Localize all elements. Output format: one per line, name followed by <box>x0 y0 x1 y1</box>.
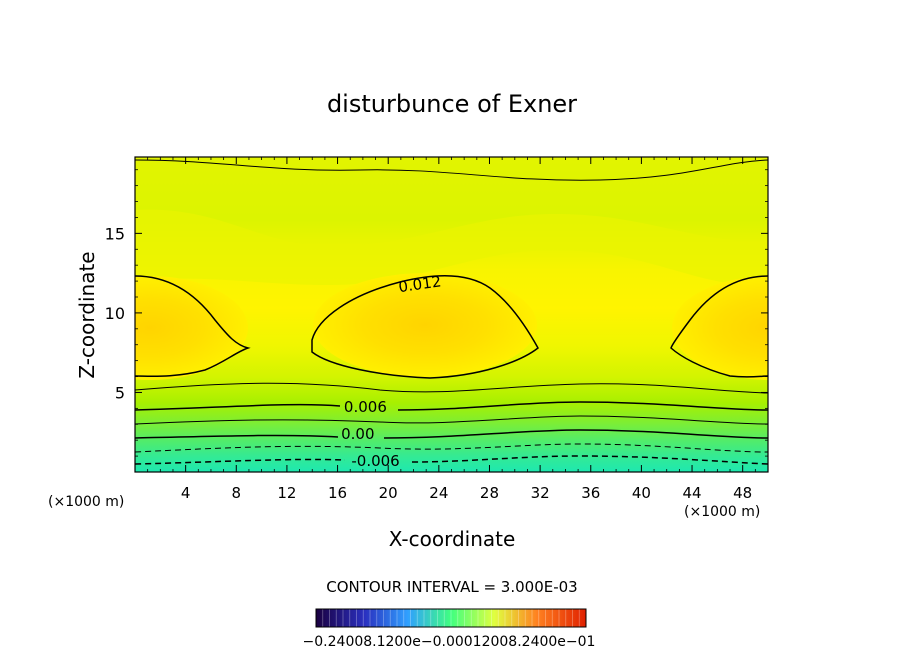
y-axis-label: Z-coordinate <box>75 251 99 378</box>
x-tick-label: 44 <box>682 484 701 502</box>
upper-band <box>135 209 768 286</box>
contour-mid1 <box>135 382 768 394</box>
blob-right <box>672 276 768 380</box>
x-unit-left: (×1000 m) <box>48 494 124 510</box>
contour-label-layer: 0.012 0.006 0.00 -0.006 <box>341 272 442 469</box>
x-tick-label: 16 <box>328 484 347 502</box>
x-axis: 4 8 12 16 20 24 28 32 36 40 44 48 <box>147 157 756 502</box>
contour-000 <box>135 429 768 439</box>
x-axis-label: X-coordinate <box>389 527 516 551</box>
contour-label: 0.012 <box>397 272 442 296</box>
x-tick-label: 40 <box>632 484 651 502</box>
x-unit-right: (×1000 m) <box>684 504 760 520</box>
x-tick-label: 24 <box>429 484 448 502</box>
contour-0012-right <box>670 275 768 378</box>
contour-lines <box>135 159 768 465</box>
contour-label: 0.006 <box>344 398 387 416</box>
contour-mid2 <box>135 415 768 425</box>
contour-neg0003 <box>135 443 768 453</box>
y-tick-label: 15 <box>105 224 125 243</box>
blob-center <box>313 273 537 377</box>
colorbar-tick-labels: −0.24008.1200e−0.00012008.2400e−01 <box>303 634 596 650</box>
x-tick-label: 48 <box>733 484 752 502</box>
x-tick-label: 32 <box>531 484 550 502</box>
colorbar-fill <box>316 609 586 627</box>
blob-left <box>135 276 248 380</box>
chart-title: disturbunce of Exner <box>327 90 577 118</box>
contour-neg0006 <box>135 455 768 465</box>
x-tick-label: 36 <box>581 484 600 502</box>
colorbar: −0.24008.1200e−0.00012008.2400e−01 <box>303 608 596 650</box>
plot-area <box>135 157 768 472</box>
x-tick-label: 20 <box>379 484 398 502</box>
contour-0012-left <box>135 275 251 377</box>
x-tick-label: 8 <box>232 484 242 502</box>
x-tick-label: 28 <box>480 484 499 502</box>
contour-label: 0.00 <box>341 425 374 443</box>
colorbar-stripes <box>322 609 580 627</box>
y-axis: 5 10 15 <box>105 169 768 457</box>
contour-0006 <box>135 401 768 411</box>
contour-0012-center <box>311 275 539 379</box>
y-tick-label: 5 <box>115 383 125 402</box>
contour-interval-note: CONTOUR INTERVAL = 3.000E-03 <box>326 578 577 596</box>
colorbar-frame <box>315 608 587 628</box>
contour-label: -0.006 <box>351 452 399 470</box>
y-tick-label: 10 <box>105 304 125 323</box>
x-tick-label: 4 <box>181 484 191 502</box>
x-tick-label: 12 <box>277 484 296 502</box>
contour-top <box>135 159 768 181</box>
